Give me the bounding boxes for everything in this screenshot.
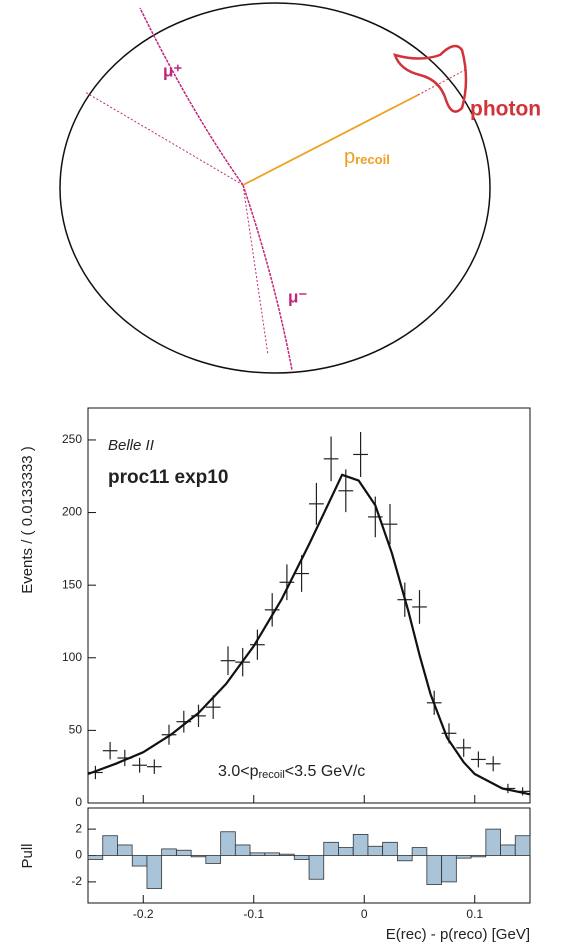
pull-bar: [220, 831, 236, 856]
pull-bar: [500, 844, 516, 856]
pull-bar: [514, 835, 531, 856]
y-tick-label: 0: [75, 848, 82, 862]
mu-plus-track: [139, 7, 244, 186]
pull-bar: [205, 855, 221, 864]
x-tick-label: -0.1: [243, 907, 264, 921]
pull-axis-title: Pull: [19, 843, 36, 868]
pull-bar: [249, 852, 266, 856]
pull-bar: [131, 855, 148, 867]
pull-bar: [470, 855, 487, 858]
pull-bar: [338, 847, 354, 856]
y-tick-label: 0: [75, 795, 82, 809]
recoil-p: p: [344, 146, 355, 168]
pull-bar: [176, 849, 192, 856]
pull-bar: [264, 852, 280, 856]
pull-bar: [455, 855, 472, 859]
pull-bar: [397, 855, 413, 862]
pull-bar: [146, 855, 163, 889]
x-tick-label: 0: [361, 907, 368, 921]
y-tick-label: -2: [71, 874, 82, 888]
mu-minus-direction: [242, 184, 269, 356]
mu-plus-label: μ⁺: [163, 61, 182, 80]
pull-bar: [190, 855, 207, 858]
pull-bar: [367, 845, 384, 856]
pull-bar: [352, 833, 369, 856]
recoil-line: [242, 94, 419, 186]
photon-cluster: [393, 44, 468, 113]
x-tick-label: 0.1: [466, 907, 483, 921]
pull-bar: [411, 847, 428, 856]
mu-plus-direction: [84, 91, 244, 186]
pull-bar: [293, 855, 310, 860]
pull-bar: [87, 855, 104, 860]
x-tick-label: -0.2: [133, 907, 154, 921]
fit-curve: [87, 473, 531, 796]
detector: [59, 2, 491, 374]
pull-bar: [441, 855, 457, 883]
pull-bar: [323, 841, 339, 856]
photon-direction: [417, 69, 466, 96]
y-tick-label: 100: [62, 650, 82, 664]
pull-bar: [279, 853, 295, 856]
recoil-label: precoil: [344, 146, 390, 168]
x-axis-title: E(rec) - p(reco) [GeV]: [386, 926, 530, 943]
pull-bar: [234, 844, 251, 856]
mu-minus-label: μ⁻: [288, 287, 307, 306]
mu-minus-track: [242, 184, 293, 371]
y-tick-label: 2: [75, 821, 82, 835]
pull-bar: [485, 828, 501, 856]
y-tick-label: 250: [62, 432, 82, 446]
y-axis-title: Events / ( 0.0133333 ): [19, 446, 36, 594]
sample-label: proc11 exp10: [108, 467, 228, 488]
cut-sub: recoil: [258, 769, 284, 781]
cut-b: <3.5 GeV/c: [285, 763, 366, 780]
y-tick-label: 200: [62, 505, 82, 519]
event-diagram: μ⁺ μ⁻ precoil photon: [59, 2, 541, 374]
recoil-sub: recoil: [355, 152, 390, 167]
cut-label: 3.0<precoil<3.5 GeV/c: [218, 763, 365, 781]
y-tick-label: 50: [69, 723, 83, 737]
main-frame: [87, 407, 531, 804]
pull-bar: [382, 841, 398, 856]
y-tick-label: 150: [62, 577, 82, 591]
pull-bar: [426, 855, 442, 885]
pull-bar: [308, 855, 325, 880]
photon-label: photon: [470, 98, 541, 121]
pull-bar: [117, 844, 133, 856]
cut-a: 3.0<p: [218, 763, 259, 780]
pull-bar: [102, 835, 118, 856]
experiment-label: Belle II: [108, 437, 154, 454]
pull-bar: [161, 848, 177, 856]
